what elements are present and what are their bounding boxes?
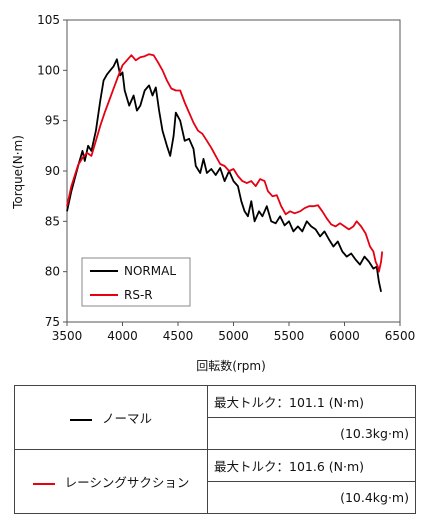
x-tick-label: 4500 [163,329,194,343]
x-tick-label: 6500 [385,329,416,343]
row-name: ノーマル [101,411,152,426]
row-name-cell: ノーマル [14,385,208,450]
legend: NORMAL RS-R [81,257,191,307]
x-axis-title: 回転数(rpm) [196,358,266,373]
line-swatch-normal [70,418,92,421]
legend-label-rsr: RS-R [124,288,153,302]
table-row: (10.3kg·m) [15,417,416,450]
max-torque-cell: 最大トルク：101.6 (N·m) [207,449,416,482]
row-name-cell: レーシングサクション [14,449,208,514]
y-tick-label: 95 [45,114,60,128]
x-tick-label: 6000 [329,329,360,343]
series-line-normal [66,58,382,292]
table-row: レーシングサクション 最大トルク：101.6 (N·m) [14,449,416,514]
y-tick-label: 80 [45,265,60,279]
table-row: ノーマル 最大トルク：101.1 (N·m) [14,385,416,450]
table-row: (10.4kg·m) [15,481,416,514]
torque-chart: 3500 4000 4500 5000 5500 6000 6500 75 80 85 90 95 10… [11,13,416,373]
y-tick-label: 105 [37,13,60,27]
x-tick-label: 5000 [218,329,249,343]
line-swatch-rsr [32,482,55,485]
y-axis-title: Torque(N·m) [11,135,25,210]
y-tick-label: 85 [45,214,60,228]
legend-box [81,257,191,307]
y-tick-label: 100 [37,63,60,77]
x-tick-label: 4000 [107,329,138,343]
x-tick-label: 5500 [274,329,305,343]
max-torque-cell: 最大トルク：101.1 (N·m) [207,385,416,418]
kgm-cell: (10.3kg·m) [207,417,416,450]
legend-label-normal: NORMAL [124,264,176,278]
row-name: レーシングサクション [64,475,190,490]
x-tick-label: 3500 [52,329,83,343]
y-tick-label: 75 [45,315,60,329]
series-line-rsr [66,53,384,273]
y-tick-label: 90 [45,164,60,178]
spec-table: ノーマル 最大トルク：101.1 (N·m) (10.3kg·m) レーシングサ… [14,385,416,514]
kgm-cell: (10.4kg·m) [207,481,416,514]
